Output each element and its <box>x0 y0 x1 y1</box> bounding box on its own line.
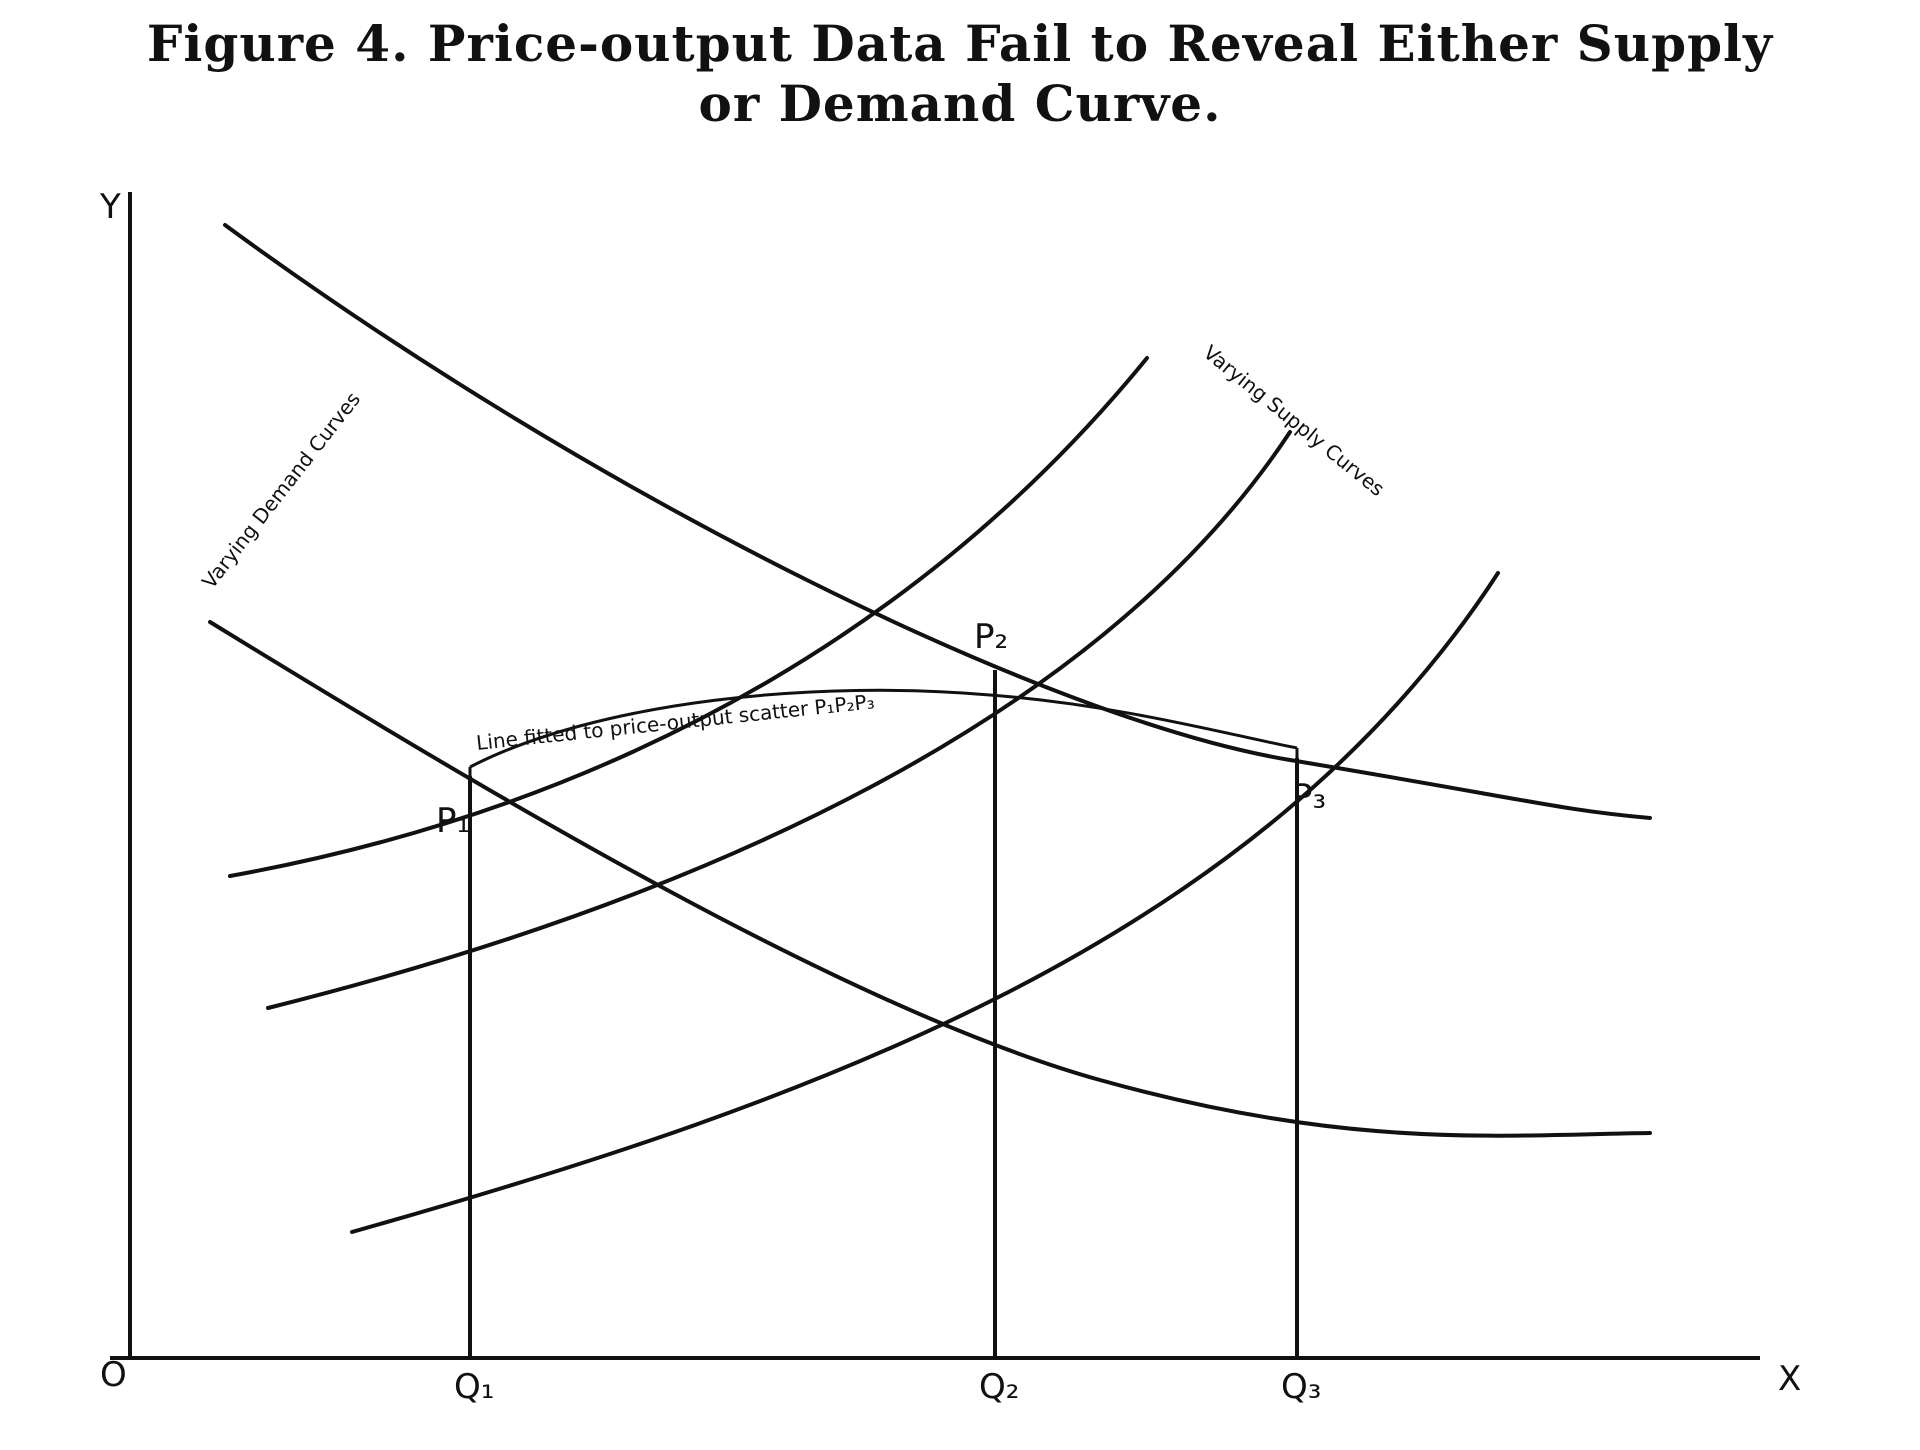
supply-curves-label: Varying Supply Curves <box>1199 340 1389 501</box>
q3-label: Q₃ <box>1281 1367 1321 1407</box>
supply-curve-middle <box>266 430 1292 1010</box>
demand-curves-label: Varying Demand Curves <box>197 387 365 593</box>
demand-curve-lower <box>208 620 1652 1138</box>
p3-label: P₃ <box>1292 777 1326 817</box>
supply-curve-left <box>228 356 1149 878</box>
p2-label: P₂ <box>974 617 1008 657</box>
p1-label: P₁ <box>436 801 470 841</box>
origin-label: O <box>100 1355 127 1395</box>
x-axis-label: X <box>1778 1359 1801 1399</box>
supply-curve-right <box>350 571 1500 1234</box>
figure-title-line-1: Figure 4. Price-output Data Fail to Reve… <box>146 14 1774 73</box>
fitted-line-label: Line fitted to price-output scatter P₁P₂… <box>475 689 876 755</box>
figure-title-line-2: or Demand Curve. <box>698 74 1222 133</box>
q2-label: Q₂ <box>979 1367 1019 1407</box>
q1-label: Q₁ <box>454 1367 494 1407</box>
figure-title: Figure 4. Price-output Data Fail to Reve… <box>0 14 1920 134</box>
fitted-line <box>469 688 1298 769</box>
demand-curve-upper <box>223 223 1652 820</box>
y-axis-label: Y <box>99 187 121 227</box>
